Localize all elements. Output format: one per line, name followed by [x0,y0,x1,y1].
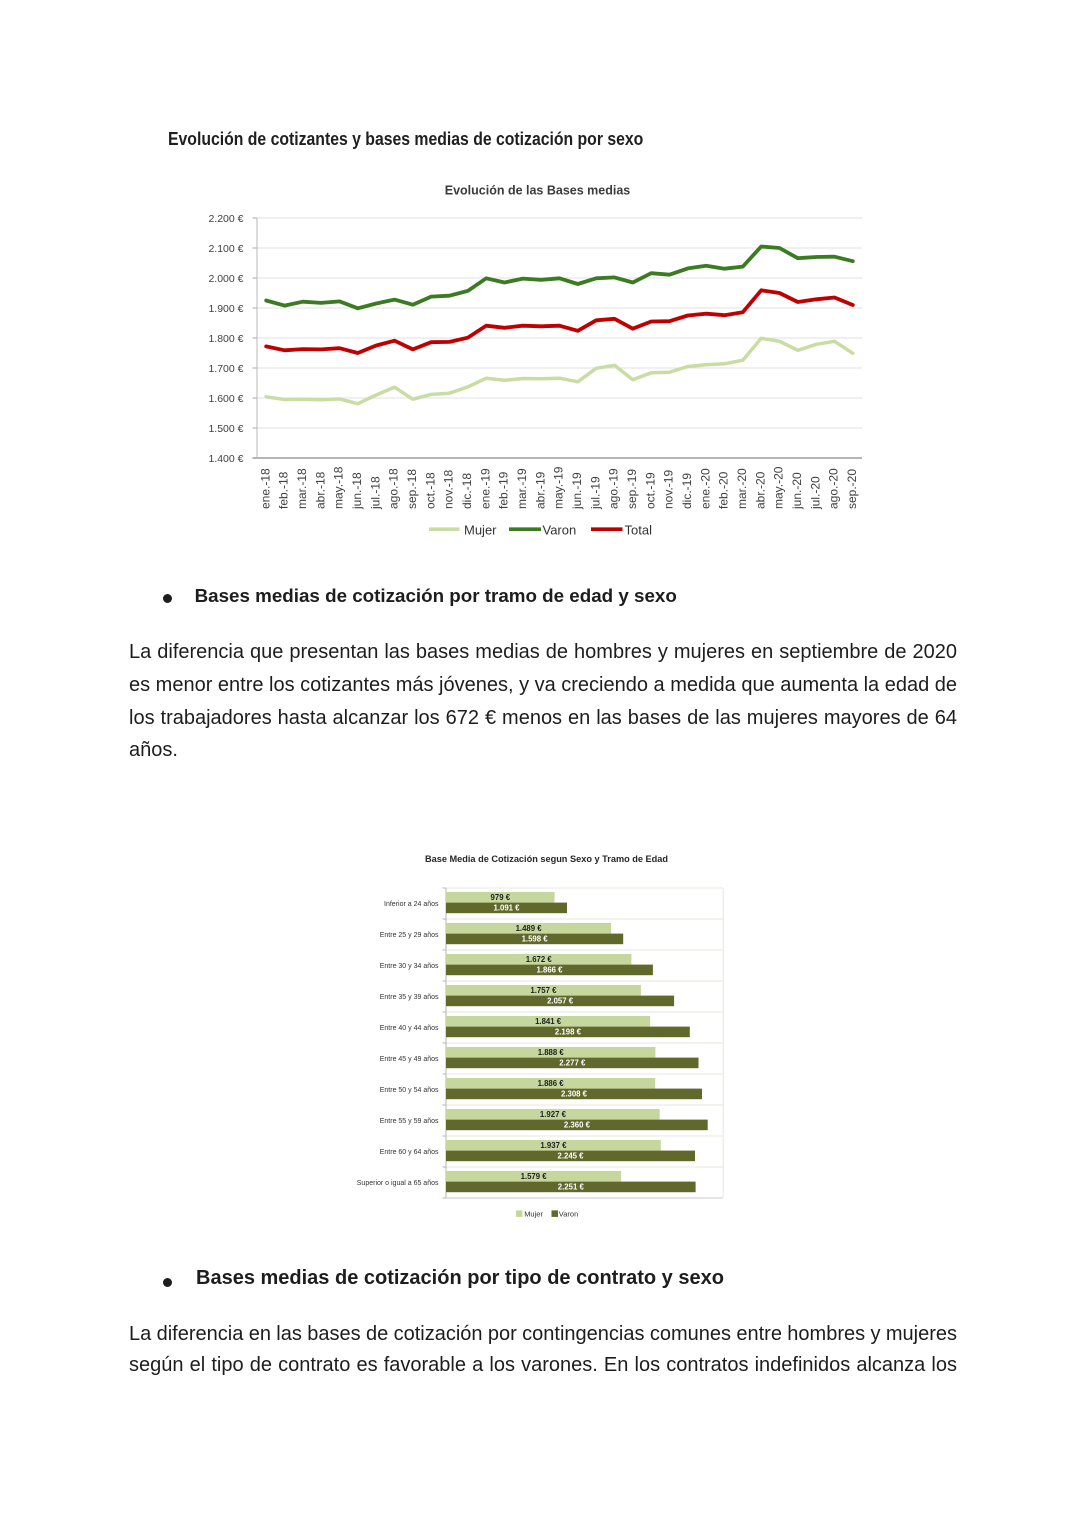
svg-text:abr.-18: abr.-18 [313,471,327,509]
svg-text:may.-20: may.-20 [772,466,786,509]
svg-text:Entre 25 y 29 años: Entre 25 y 29 años [380,932,439,939]
svg-text:Superior o igual a 65 años: Superior o igual a 65 años [357,1180,439,1187]
svg-text:ago.-18: ago.-18 [387,468,401,509]
svg-text:1.841 €: 1.841 € [535,1017,562,1026]
svg-text:ago.-19: ago.-19 [607,468,621,509]
svg-text:1.598 €: 1.598 € [522,935,549,944]
svg-text:feb.-18: feb.-18 [277,471,291,509]
svg-text:jun.-20: jun.-20 [790,472,804,510]
svg-text:2.245 €: 2.245 € [557,1152,584,1161]
svg-text:1.672 €: 1.672 € [526,955,553,964]
svg-text:2.308 €: 2.308 € [561,1090,588,1099]
svg-text:jul.-18: jul.-18 [368,476,382,510]
svg-text:1.091 €: 1.091 € [493,904,520,913]
svg-text:1.866 €: 1.866 € [536,966,563,975]
svg-text:2.200 €: 2.200 € [208,213,243,225]
svg-text:Entre 30 y 34 años: Entre 30 y 34 años [380,963,439,970]
svg-text:feb.-19: feb.-19 [497,471,511,509]
svg-text:sep.-18: sep.-18 [405,469,419,509]
svg-text:sep.-19: sep.-19 [625,469,639,509]
svg-text:1.757 €: 1.757 € [530,986,557,995]
svg-text:1.579 €: 1.579 € [521,1172,548,1181]
svg-text:ene.-20: ene.-20 [698,468,712,509]
svg-text:1.927 €: 1.927 € [540,1110,567,1119]
svg-text:Entre 55 y 59 años: Entre 55 y 59 años [380,1118,439,1125]
svg-text:2.360 €: 2.360 € [564,1121,591,1130]
svg-text:2.251 €: 2.251 € [558,1183,585,1192]
svg-text:1.886 €: 1.886 € [538,1079,565,1088]
svg-text:oct.-18: oct.-18 [423,472,437,509]
svg-text:1.900 €: 1.900 € [208,303,243,315]
svg-text:jul.-20: jul.-20 [808,476,822,510]
svg-text:1.400 €: 1.400 € [208,453,243,465]
svg-text:Inferior a 24 años: Inferior a 24 años [384,901,439,908]
svg-text:feb.-20: feb.-20 [717,471,731,509]
svg-text:2.198 €: 2.198 € [555,1028,582,1037]
svg-text:Total: Total [625,523,653,538]
svg-text:dic.-19: dic.-19 [680,473,694,509]
svg-text:979 €: 979 € [491,893,511,902]
svg-text:1.888 €: 1.888 € [538,1048,565,1057]
svg-text:1.800 €: 1.800 € [208,333,243,345]
svg-text:1.489 €: 1.489 € [516,924,543,933]
svg-text:1.700 €: 1.700 € [208,363,243,375]
svg-text:Varon: Varon [559,1209,578,1218]
svg-text:abr.-20: abr.-20 [753,471,767,509]
svg-text:1.937 €: 1.937 € [540,1141,567,1150]
svg-text:2.277 €: 2.277 € [559,1059,586,1068]
svg-text:oct.-19: oct.-19 [643,472,657,509]
svg-text:Entre 40 y 44 años: Entre 40 y 44 años [380,1025,439,1032]
svg-text:Entre 60 y 64 años: Entre 60 y 64 años [380,1149,439,1156]
svg-text:2.000 €: 2.000 € [208,273,243,285]
svg-text:nov.-18: nov.-18 [442,470,456,509]
svg-text:2.100 €: 2.100 € [208,243,243,255]
svg-text:mar.-20: mar.-20 [735,468,749,509]
svg-text:2.057 €: 2.057 € [547,997,574,1006]
svg-text:Base Media de Cotización segun: Base Media de Cotización segun Sexo y Tr… [425,854,668,864]
svg-text:nov.-19: nov.-19 [662,470,676,509]
svg-text:Mujer: Mujer [464,523,497,538]
svg-text:ago.-20: ago.-20 [827,468,841,509]
svg-text:ene.-19: ene.-19 [478,468,492,509]
svg-text:Evolución de las Bases medias: Evolución de las Bases medias [445,184,631,198]
svg-text:mar.-18: mar.-18 [295,468,309,509]
svg-text:abr.-19: abr.-19 [533,471,547,509]
svg-text:sep.-20: sep.-20 [845,469,859,509]
svg-text:1.600 €: 1.600 € [208,393,243,405]
svg-text:Entre 50 y 54 años: Entre 50 y 54 años [380,1087,439,1094]
svg-text:Mujer: Mujer [524,1209,543,1218]
svg-text:jun.-19: jun.-19 [570,472,584,510]
svg-text:Entre 35 y 39 años: Entre 35 y 39 años [380,994,439,1001]
svg-text:Entre 45 y 49 años: Entre 45 y 49 años [380,1056,439,1063]
svg-text:may.-18: may.-18 [332,466,346,509]
svg-text:jun.-18: jun.-18 [350,472,364,510]
svg-text:ene.-18: ene.-18 [258,468,272,509]
svg-text:may.-19: may.-19 [552,466,566,509]
svg-text:mar.-19: mar.-19 [515,468,529,509]
svg-text:1.500 €: 1.500 € [208,423,243,435]
svg-text:Varon: Varon [543,523,577,538]
svg-text:dic.-18: dic.-18 [460,473,474,509]
svg-text:jul.-19: jul.-19 [588,476,602,510]
